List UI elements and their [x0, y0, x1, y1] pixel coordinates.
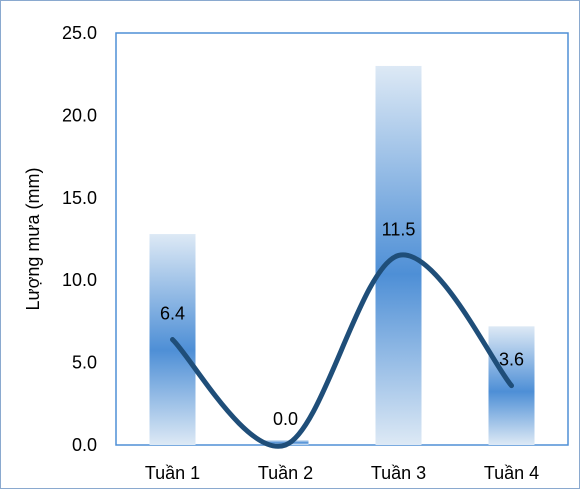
- data-label-3: 11.5: [382, 219, 416, 239]
- y-tick-label: 25.0: [62, 23, 97, 43]
- y-tick-label: 5.0: [72, 353, 97, 373]
- x-tick-label: Tuần 4: [484, 463, 539, 483]
- y-tick-label: 15.0: [62, 188, 97, 208]
- x-tick-label: Tuần 3: [371, 463, 426, 483]
- y-tick-label: 20.0: [62, 105, 97, 125]
- plot-area: [115, 32, 569, 446]
- data-label-1: 6.4: [160, 304, 185, 324]
- x-tick-label: Tuần 2: [258, 463, 313, 483]
- trend-line: [170, 252, 514, 449]
- data-label-4: 3.6: [499, 350, 524, 370]
- x-tick-label: Tuần 1: [145, 463, 200, 483]
- y-axis-title: Lượng mưa (mm): [23, 168, 43, 311]
- y-tick-label: 10.0: [62, 270, 97, 290]
- y-tick-label: 0.0: [72, 435, 97, 455]
- data-label-2: 0.0: [273, 409, 298, 429]
